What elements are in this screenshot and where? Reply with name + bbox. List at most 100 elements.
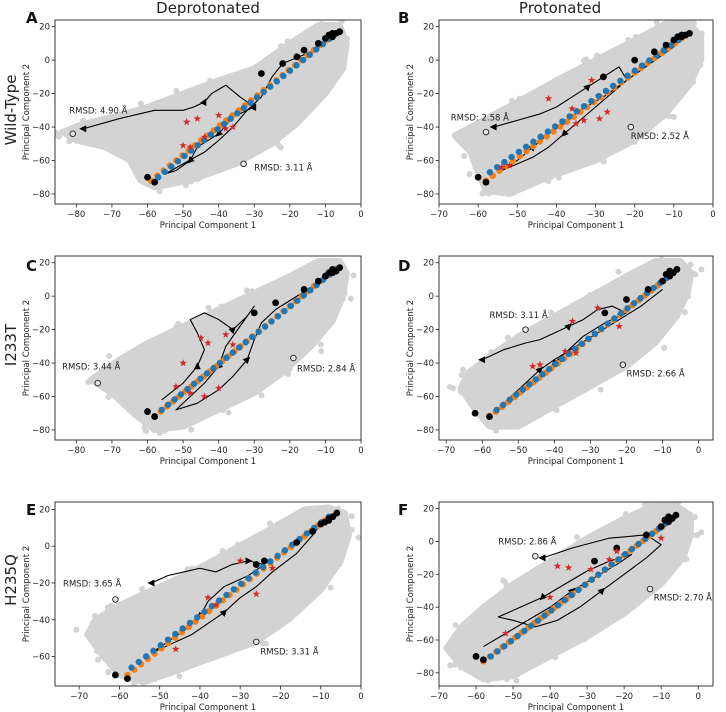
star-marker	[172, 382, 180, 390]
star-marker	[580, 116, 588, 124]
star-marker	[587, 76, 596, 84]
rmsd-label: RMSD: 3.44 Å	[62, 361, 120, 373]
cloud-point	[687, 261, 694, 268]
blue-point	[223, 354, 230, 362]
star-marker	[528, 362, 537, 370]
blue-point	[214, 126, 221, 133]
plot-area	[443, 502, 705, 684]
star-marker	[204, 339, 212, 347]
cloud-point	[689, 532, 696, 539]
rmsd-marker	[482, 128, 490, 136]
cloud-point	[652, 505, 659, 512]
cloud-point	[589, 293, 596, 300]
star-marker	[587, 565, 595, 573]
star-marker	[568, 317, 577, 325]
cloud-point	[676, 505, 683, 512]
cloud-point	[675, 20, 682, 24]
cloud-point	[544, 406, 551, 413]
cloud-point	[485, 677, 492, 684]
cloud-point	[697, 62, 704, 69]
blue-point	[486, 169, 494, 176]
y-tick-label: −20	[416, 326, 434, 336]
cloud-point	[658, 256, 665, 263]
cloud-point	[681, 309, 688, 316]
y-tick-label: −20	[32, 326, 50, 336]
cloud-point	[269, 139, 276, 146]
cloud-point	[350, 272, 357, 279]
star-marker	[568, 104, 576, 112]
blue-point	[229, 349, 236, 356]
trajectory-arrowhead	[242, 356, 251, 365]
blue-point	[507, 637, 515, 645]
axes-frame	[54, 19, 362, 205]
x-axis-label: Principal Component 1	[160, 457, 256, 467]
cloud-point	[249, 288, 256, 295]
trajectory-arrowhead	[228, 326, 236, 335]
cloud-point	[613, 361, 620, 368]
blue-point	[179, 625, 186, 632]
column-title-protonated: Protonated	[519, 0, 601, 17]
black-point	[300, 286, 308, 293]
panel-letter: C	[26, 257, 37, 275]
blue-point	[501, 158, 508, 166]
cloud-point	[183, 180, 190, 187]
plot-area	[451, 20, 705, 197]
black-point	[321, 518, 329, 526]
x-tick-label: −10	[652, 692, 670, 702]
cloud-point	[510, 190, 517, 197]
blue-point	[650, 284, 657, 292]
x-tick-label: −50	[174, 446, 192, 456]
black-points	[472, 511, 680, 664]
blue-point	[506, 396, 513, 403]
cloud-point	[293, 36, 300, 43]
blue-point	[216, 359, 224, 367]
x-tick-label: 0	[358, 692, 363, 702]
cloud-point	[339, 295, 346, 302]
cloud-point	[457, 664, 464, 671]
star-marker	[546, 593, 554, 601]
cloud-point	[685, 293, 692, 300]
star-marker	[200, 133, 209, 141]
cloud-point	[110, 607, 117, 614]
star-marker	[179, 359, 187, 367]
x-tick-label: −10	[654, 446, 672, 456]
cloud-point	[555, 174, 562, 181]
blue-point	[548, 607, 555, 614]
cloud-point	[277, 43, 284, 50]
blue-point	[194, 614, 201, 621]
cloud-point	[658, 503, 665, 510]
black-point	[325, 269, 333, 277]
blue-point	[165, 401, 172, 408]
blue-point	[635, 540, 642, 548]
cloud-point	[207, 77, 214, 84]
cloud-point	[151, 338, 158, 345]
cloud-point	[216, 403, 223, 410]
cloud-point	[600, 158, 607, 165]
rmsd-label: RMSD: 2.70 Å	[654, 592, 712, 604]
rmsd-marker	[69, 130, 77, 137]
blue-point	[544, 128, 552, 135]
black-point	[480, 656, 487, 664]
blue-point	[573, 108, 581, 115]
rmsd-marker	[240, 160, 247, 168]
blue-point	[280, 72, 287, 80]
x-tick-label: −20	[617, 446, 635, 456]
star-marker	[229, 340, 237, 348]
cloud-point	[614, 606, 621, 613]
x-tick-label: −70	[103, 210, 121, 220]
cloud-point	[348, 513, 355, 520]
cloud-point	[615, 268, 622, 275]
cloud-point	[324, 260, 331, 267]
cloud-point	[178, 175, 185, 182]
cloud-point	[516, 95, 523, 102]
cloud-point	[229, 551, 236, 558]
cloud-point	[178, 665, 185, 672]
cloud-point	[583, 56, 590, 63]
blue-point	[252, 569, 259, 576]
cloud-point	[577, 628, 584, 635]
black-point	[673, 265, 681, 273]
trajectory-arrowhead	[539, 592, 548, 601]
cloud-point	[660, 112, 667, 119]
y-tick-label: −80	[32, 426, 50, 436]
